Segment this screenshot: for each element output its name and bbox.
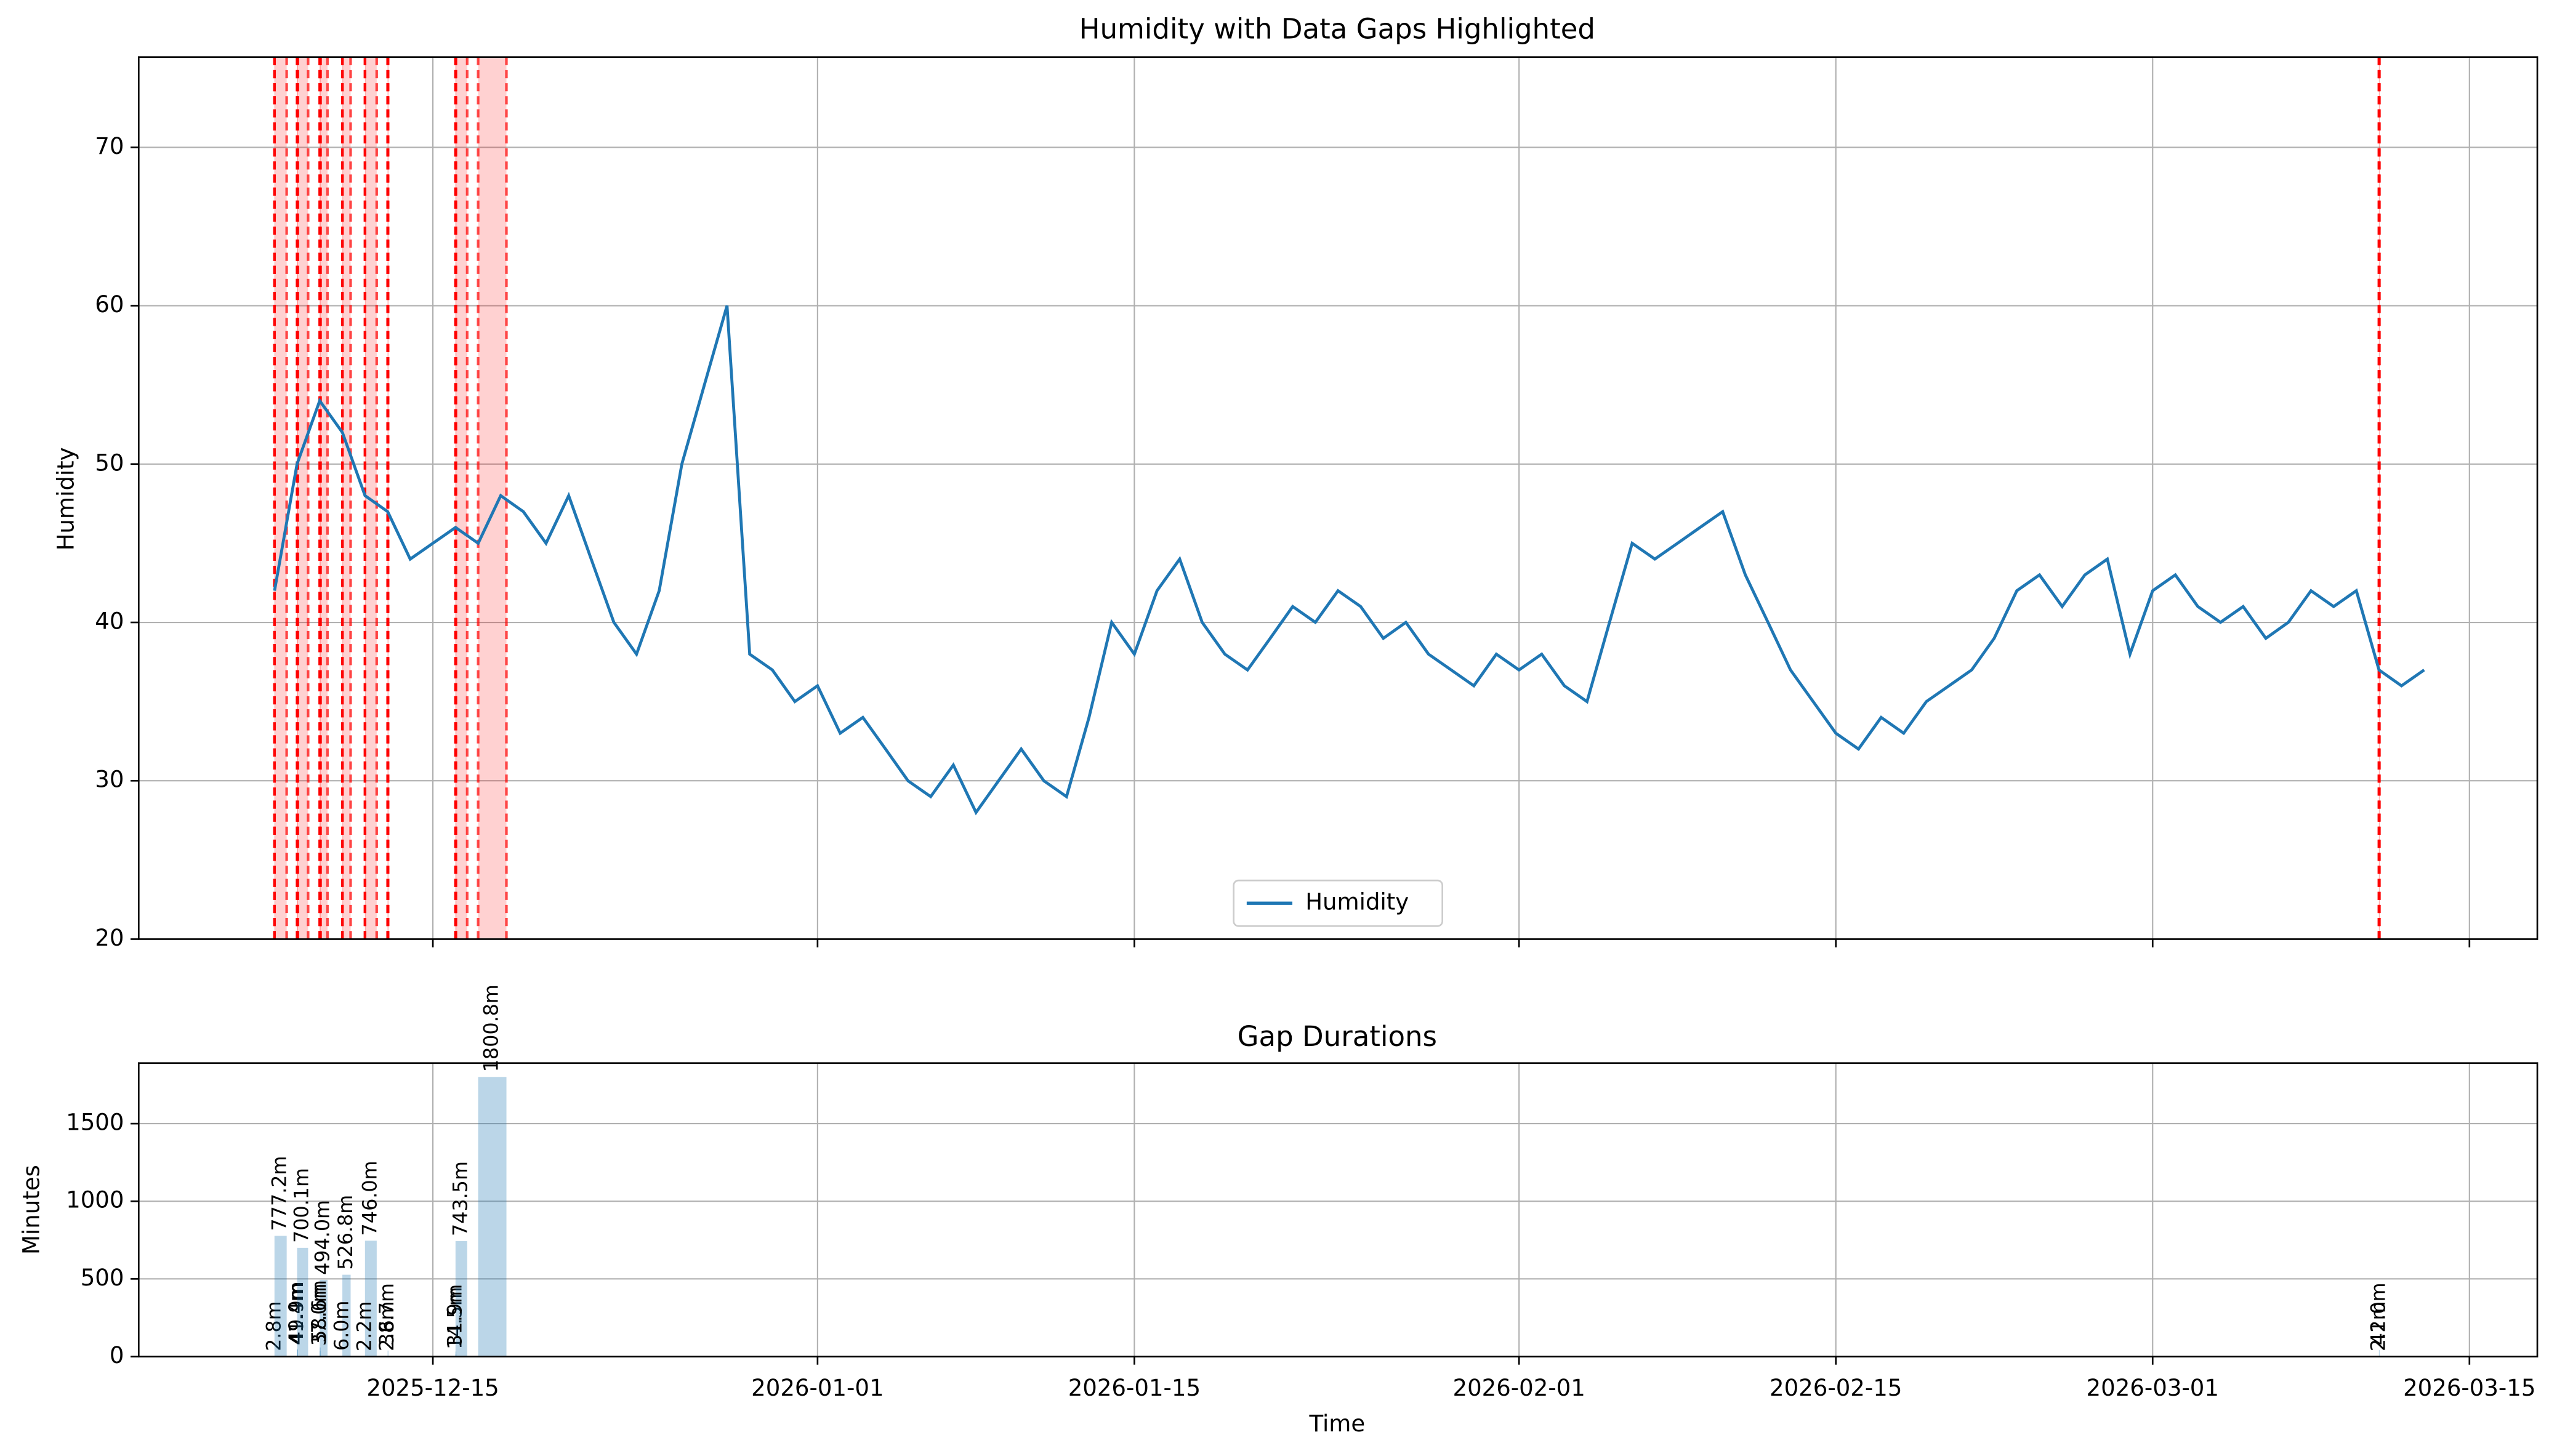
- plot-frame: [137, 56, 2539, 940]
- legend-box: [1233, 879, 1443, 927]
- bar-label: 526.8m: [335, 1195, 357, 1270]
- bar: [342, 1274, 351, 1357]
- gap-span: [387, 57, 389, 939]
- y-tick-label: 1000: [66, 1187, 124, 1213]
- gap-span: [387, 57, 389, 939]
- bar: [297, 1348, 298, 1357]
- bar-label: 38.7m: [376, 1283, 398, 1346]
- gap-span: [2378, 57, 2380, 939]
- series-line: [273, 305, 2425, 816]
- y-axis-label: Minutes: [18, 1165, 45, 1255]
- plot-frame: [137, 1062, 2539, 1357]
- gap-highlight: [386, 57, 389, 939]
- y-tick-label: 500: [81, 1265, 124, 1291]
- gap-span: [364, 57, 366, 939]
- x-tick-label: 2026-01-15: [1068, 1375, 1201, 1401]
- y-tick-label: 40: [95, 608, 124, 635]
- gap-highlight: [273, 57, 288, 939]
- bar: [274, 1236, 287, 1357]
- bar-label: 58.6m: [308, 1280, 331, 1343]
- gap-span: [274, 57, 287, 939]
- bar-label: 743.5m: [449, 1161, 472, 1236]
- gap-span: [342, 57, 351, 939]
- gap-span: [455, 57, 467, 939]
- gap-highlight: [340, 57, 344, 939]
- bar: [455, 1241, 467, 1357]
- y-tick-label: 70: [95, 133, 124, 159]
- bar: [387, 1350, 389, 1357]
- bar-label: 41.4m: [286, 1282, 308, 1345]
- bar-label: 49.9m: [286, 1281, 308, 1344]
- bar-label: 31.9m: [444, 1284, 466, 1347]
- bar-label: 14.5m: [444, 1287, 466, 1349]
- bar: [478, 1077, 507, 1357]
- y-tick-label: 60: [95, 291, 124, 318]
- y-tick-label: 1500: [66, 1109, 124, 1136]
- x-tick-label: 2026-03-01: [2087, 1375, 2219, 1401]
- bar-label: 2.2m: [2367, 1301, 2390, 1351]
- y-tick-label: 20: [95, 925, 124, 951]
- bar: [2378, 1350, 2380, 1357]
- y-tick-label: 50: [95, 449, 124, 476]
- gap-highlight: [363, 57, 366, 939]
- bar-label: 494.0m: [312, 1200, 334, 1275]
- gap-highlight: [477, 57, 508, 939]
- x-axis-label: Time: [1308, 1410, 1365, 1437]
- y-tick-label: 0: [110, 1342, 124, 1369]
- bar-label: 2.6m: [376, 1301, 398, 1351]
- chart-title: Gap Durations: [1238, 1020, 1437, 1053]
- gap-span: [297, 57, 298, 939]
- chart-title: Humidity with Data Gaps Highlighted: [1079, 12, 1595, 45]
- gap-span: [297, 57, 298, 939]
- bar-label: 37.0m: [308, 1283, 331, 1346]
- x-tick-label: 2025-12-15: [366, 1375, 499, 1401]
- bar: [297, 1247, 308, 1357]
- x-tick-label: 2026-02-01: [1452, 1375, 1585, 1401]
- legend-label: Humidity: [1305, 889, 1409, 915]
- y-axis-label: Humidity: [52, 447, 79, 550]
- bar-label: 1800.8m: [481, 984, 503, 1072]
- gap-span: [2378, 57, 2380, 939]
- bar-label: 777.2m: [269, 1156, 291, 1231]
- gap-span: [342, 57, 344, 939]
- gap-highlight: [296, 57, 310, 939]
- x-tick-label: 2026-01-01: [751, 1375, 884, 1401]
- bar-label: 746.0m: [359, 1160, 381, 1236]
- bar: [364, 1241, 377, 1357]
- gap-span: [297, 57, 308, 939]
- gap-highlight: [2377, 57, 2381, 939]
- bar-label: 41.0m: [2367, 1282, 2390, 1345]
- x-tick-label: 2026-03-15: [2403, 1375, 2535, 1401]
- bar-label: 2.8m: [263, 1301, 285, 1351]
- y-tick-label: 30: [95, 766, 124, 793]
- bar-label: 2.2m: [353, 1301, 376, 1351]
- bar: [297, 1350, 298, 1357]
- x-tick-label: 2026-02-15: [1770, 1375, 1902, 1401]
- bar: [320, 1279, 328, 1357]
- bar-label: 6.0m: [331, 1301, 353, 1351]
- bar-label: 700.1m: [291, 1168, 313, 1243]
- gap-span: [320, 57, 328, 939]
